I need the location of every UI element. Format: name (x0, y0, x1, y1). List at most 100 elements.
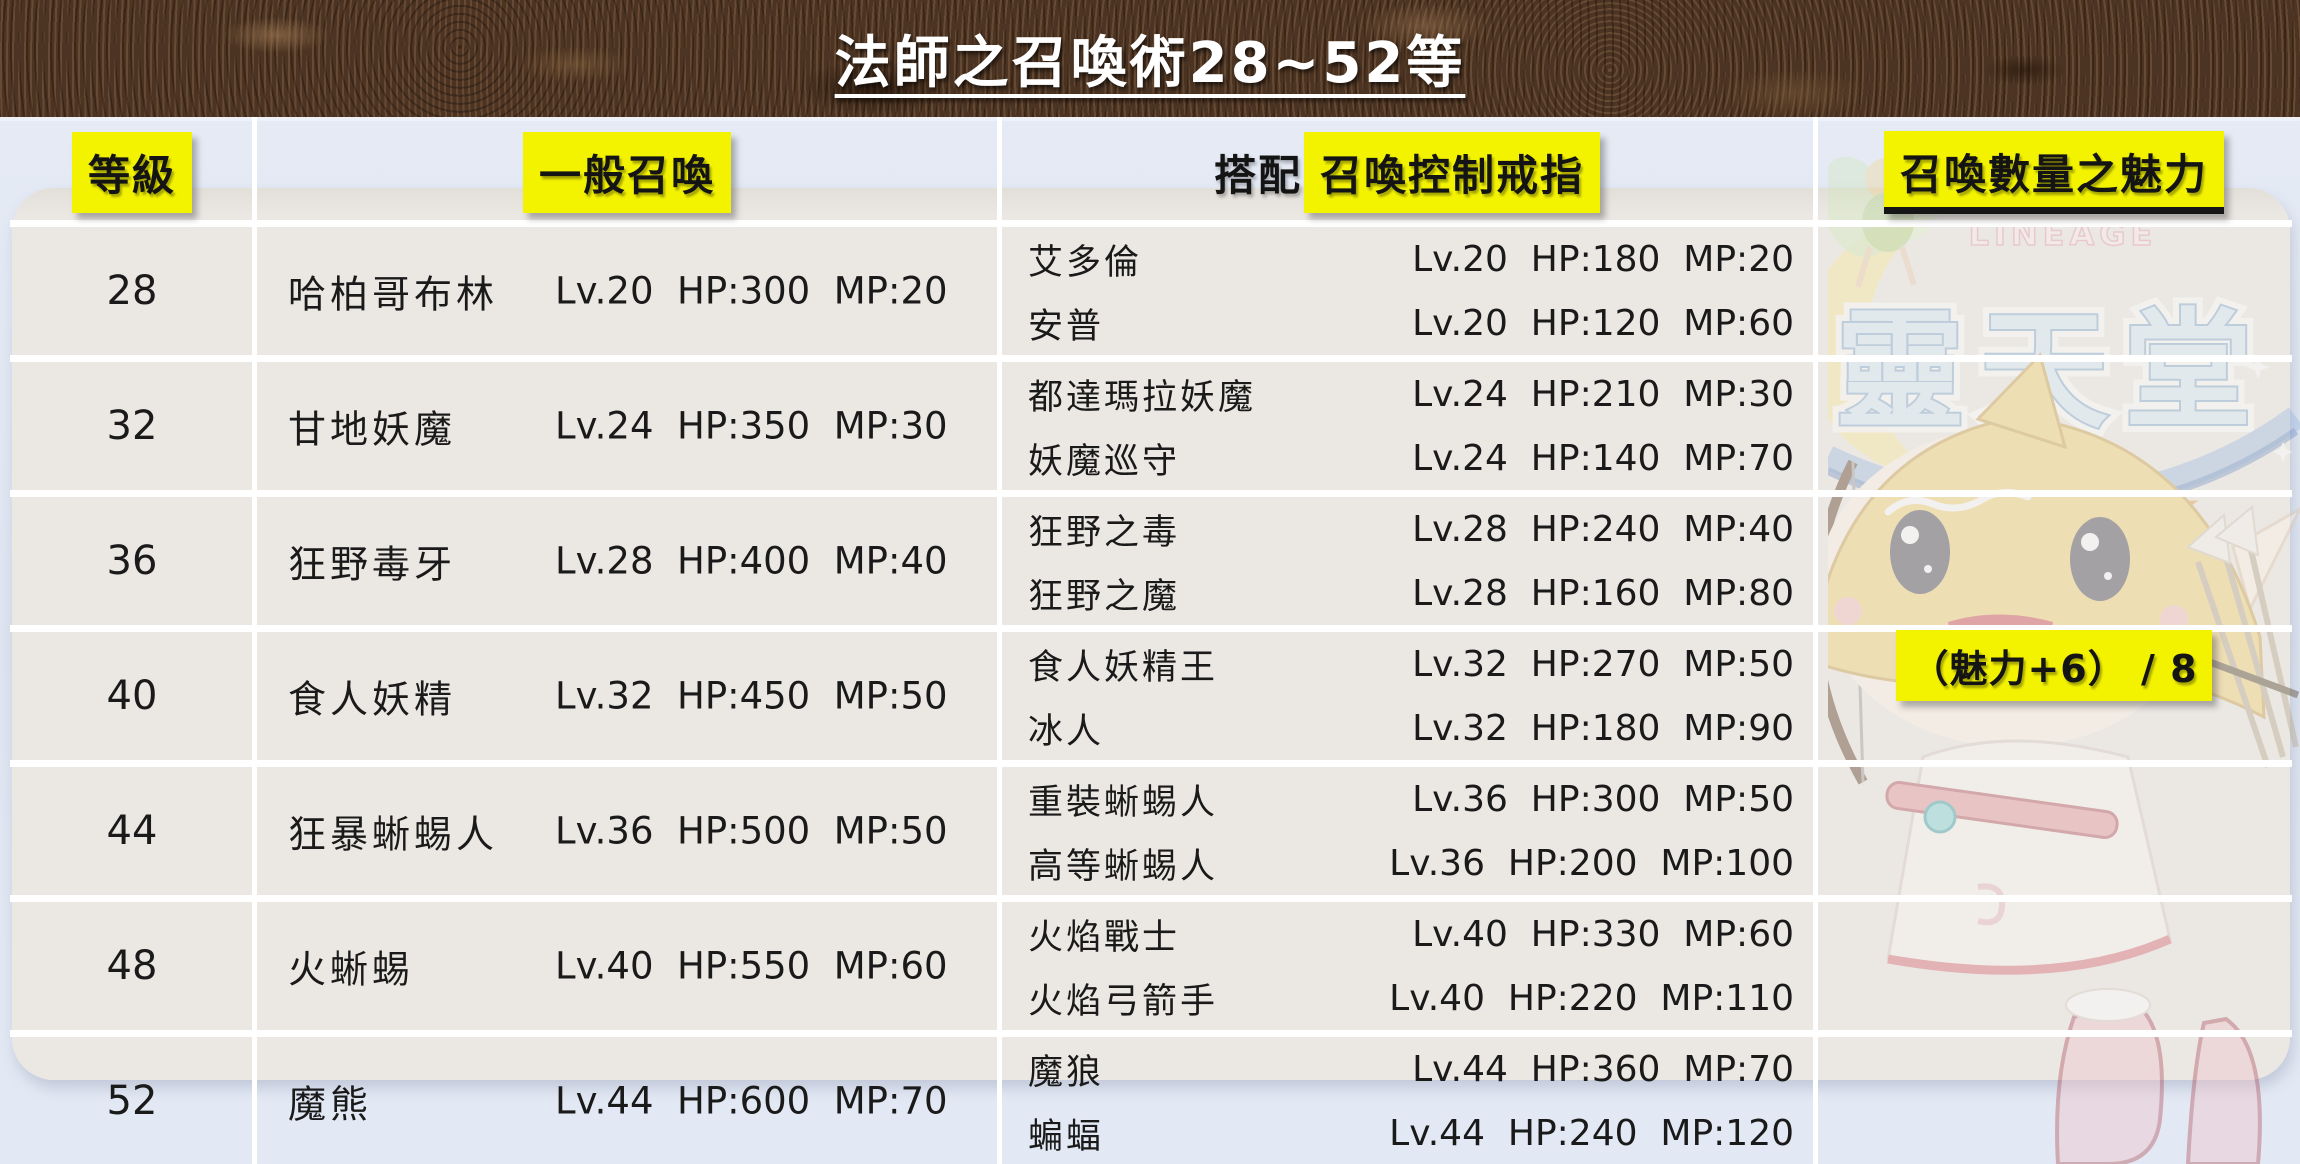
summon-stats: Lv.36 HP:500 MP:50 (555, 809, 948, 853)
level-cell: 48 (106, 943, 158, 989)
summon-stats: Lv.24 HP:350 MP:30 (555, 404, 948, 448)
ring-summon-cell: 魔狼 Lv.44 HP:360 MP:70 蝙蝠 Lv.44 HP:240 MP… (1002, 1037, 1812, 1164)
ring-summon-cell: 都達瑪拉妖魔 Lv.24 HP:210 MP:30 妖魔巡守 Lv.24 HP:… (1002, 362, 1812, 490)
table-row: 36 狂野毒牙 Lv.28 HP:400 MP:40 狂野之毒 Lv.28 HP… (0, 497, 2300, 625)
normal-summon-cell: 食人妖精 Lv.32 HP:450 MP:50 (258, 632, 996, 760)
ring-summon-name: 妖魔巡守 (1028, 441, 1181, 482)
column-header-level: 等級 (12, 122, 252, 222)
boots-icon (2055, 988, 2262, 1164)
column-header-ring-summon: 搭配 召喚控制戒指 (1002, 122, 1812, 222)
ring-summon-stats: Lv.36 HP:200 MP:100 (1389, 842, 1794, 884)
column-divider (252, 117, 257, 1164)
ring-summon-line: 都達瑪拉妖魔 Lv.24 HP:210 MP:30 (1002, 362, 1812, 426)
column-divider (997, 117, 1002, 1164)
summon-name: 食人妖精 (288, 677, 457, 722)
row-divider (10, 355, 2292, 362)
ring-summon-name: 高等蜥蜴人 (1028, 846, 1219, 887)
sparkle-icon (2273, 442, 2293, 462)
row-divider (10, 220, 2292, 227)
ring-summon-line: 魔狼 Lv.44 HP:360 MP:70 (1002, 1037, 1812, 1101)
ring-summon-line: 重裝蜥蜴人 Lv.36 HP:300 MP:50 (1002, 767, 1812, 831)
title-banner: 法師之召喚術28~52等 (0, 0, 2300, 121)
summon-name: 狂暴蜥蜴人 (288, 812, 499, 857)
ring-summon-cell: 艾多倫 Lv.20 HP:180 MP:20 安普 Lv.20 HP:120 M… (1002, 227, 1812, 355)
ring-summon-line: 妖魔巡守 Lv.24 HP:140 MP:70 (1002, 426, 1812, 490)
ring-summon-stats: Lv.24 HP:140 MP:70 (1412, 437, 1794, 479)
normal-summon-cell: 哈柏哥布林 Lv.20 HP:300 MP:20 (258, 227, 996, 355)
ring-summon-line: 艾多倫 Lv.20 HP:180 MP:20 (1002, 227, 1812, 291)
level-cell: 32 (106, 403, 158, 449)
table-row: 48 火蜥蜴 Lv.40 HP:550 MP:60 火焰戰士 Lv.40 HP:… (0, 902, 2300, 1030)
summon-stats: Lv.40 HP:550 MP:60 (555, 944, 948, 988)
ring-summon-name: 火焰弓箭手 (1028, 981, 1219, 1022)
summon-name: 甘地妖魔 (288, 407, 457, 452)
ring-header-highlight: 召喚控制戒指 (1304, 131, 1601, 213)
ring-summon-name: 食人妖精王 (1028, 647, 1219, 688)
ring-summon-stats: Lv.40 HP:220 MP:110 (1389, 977, 1794, 1019)
charm-formula: （魅力+6） / 8 (1896, 630, 2212, 701)
normal-summon-cell: 魔熊 Lv.44 HP:600 MP:70 (258, 1037, 996, 1164)
ring-summon-stats: Lv.32 HP:270 MP:50 (1412, 643, 1794, 685)
lineage-logo-main-face: 靈天堂 (1836, 297, 2268, 446)
ring-summon-stats: Lv.40 HP:330 MP:60 (1412, 913, 1794, 955)
column-header-charm: 召喚數量之魅力 (1818, 122, 2290, 222)
ring-summon-name: 艾多倫 (1028, 242, 1143, 283)
level-cell: 40 (106, 673, 158, 719)
row-divider (10, 1030, 2292, 1037)
ring-summon-stats: Lv.28 HP:160 MP:80 (1412, 572, 1794, 614)
normal-summon-cell: 甘地妖魔 Lv.24 HP:350 MP:30 (258, 362, 996, 490)
ring-header-prefix: 搭配 (1213, 150, 1302, 200)
belt-gem-icon (1923, 800, 1957, 834)
swoosh-shape (1828, 407, 2300, 514)
summon-stats: Lv.32 HP:450 MP:50 (555, 674, 948, 718)
ring-summon-name: 火焰戰士 (1028, 917, 1181, 958)
level-cell: 52 (106, 1078, 158, 1124)
star-icon (2117, 474, 2199, 549)
ring-summon-line: 火焰弓箭手 Lv.40 HP:220 MP:110 (1002, 966, 1812, 1030)
summon-stats: Lv.28 HP:400 MP:40 (555, 539, 948, 583)
sparkle-icon (2246, 355, 2270, 379)
summon-stats: Lv.44 HP:600 MP:70 (555, 1079, 948, 1123)
charm-header-label: 召喚數量之魅力 (1883, 130, 2224, 214)
ring-summon-name: 魔狼 (1028, 1052, 1105, 1093)
charm-formula-wrap: （魅力+6） / 8 (1818, 630, 2290, 701)
ring-summon-cell: 食人妖精王 Lv.32 HP:270 MP:50 冰人 Lv.32 HP:180… (1002, 632, 1812, 760)
summon-name: 魔熊 (288, 1082, 373, 1127)
ring-summon-name: 冰人 (1028, 711, 1105, 752)
ring-summon-name: 狂野之毒 (1028, 512, 1181, 553)
ring-summon-stats: Lv.20 HP:180 MP:20 (1412, 238, 1794, 280)
ring-summon-cell: 重裝蜥蜴人 Lv.36 HP:300 MP:50 高等蜥蜴人 Lv.36 HP:… (1002, 767, 1812, 895)
bow-icon (1828, 459, 1868, 785)
dress-shape (1886, 739, 2172, 972)
normal-summon-cell: 火蜥蜴 Lv.40 HP:550 MP:60 (258, 902, 996, 1030)
level-header-label: 等級 (71, 131, 192, 213)
level-cell: 28 (106, 268, 158, 314)
ring-summon-line: 火焰戰士 Lv.40 HP:330 MP:60 (1002, 902, 1812, 966)
ring-summon-name: 狂野之魔 (1028, 576, 1181, 617)
ring-summon-line: 安普 Lv.20 HP:120 MP:60 (1002, 291, 1812, 355)
ring-summon-name: 都達瑪拉妖魔 (1028, 377, 1257, 418)
ring-summon-cell: 狂野之毒 Lv.28 HP:240 MP:40 狂野之魔 Lv.28 HP:16… (1002, 497, 1812, 625)
level-cell: 44 (106, 808, 158, 854)
column-header-normal-summon: 一般召喚 (258, 122, 996, 222)
row-divider (10, 625, 2292, 632)
ring-summon-line: 高等蜥蜴人 Lv.36 HP:200 MP:100 (1002, 831, 1812, 895)
ring-summon-stats: Lv.36 HP:300 MP:50 (1412, 778, 1794, 820)
ring-summon-line: 食人妖精王 Lv.32 HP:270 MP:50 (1002, 632, 1812, 696)
row-divider (10, 490, 2292, 497)
lineage-logo-main: 靈天堂 (1836, 297, 2268, 446)
summon-name: 火蜥蜴 (288, 947, 415, 992)
summon-name: 狂野毒牙 (288, 542, 457, 587)
table-row: 52 魔熊 Lv.44 HP:600 MP:70 魔狼 Lv.44 HP:360… (0, 1037, 2300, 1164)
ring-summon-name: 安普 (1028, 306, 1105, 347)
ring-summon-stats: Lv.20 HP:120 MP:60 (1412, 302, 1794, 344)
normal-summon-cell: 狂暴蜥蜴人 Lv.36 HP:500 MP:50 (258, 767, 996, 895)
ring-summon-cell: 火焰戰士 Lv.40 HP:330 MP:60 火焰弓箭手 Lv.40 HP:2… (1002, 902, 1812, 1030)
row-divider (10, 760, 2292, 767)
ring-summon-stats: Lv.32 HP:180 MP:90 (1412, 707, 1794, 749)
moon-icon (1828, 212, 1938, 477)
ring-summon-name: 重裝蜥蜴人 (1028, 782, 1219, 823)
table-row: 44 狂暴蜥蜴人 Lv.36 HP:500 MP:50 重裝蜥蜴人 Lv.36 … (0, 767, 2300, 895)
ring-summon-stats: Lv.44 HP:240 MP:120 (1389, 1112, 1794, 1154)
